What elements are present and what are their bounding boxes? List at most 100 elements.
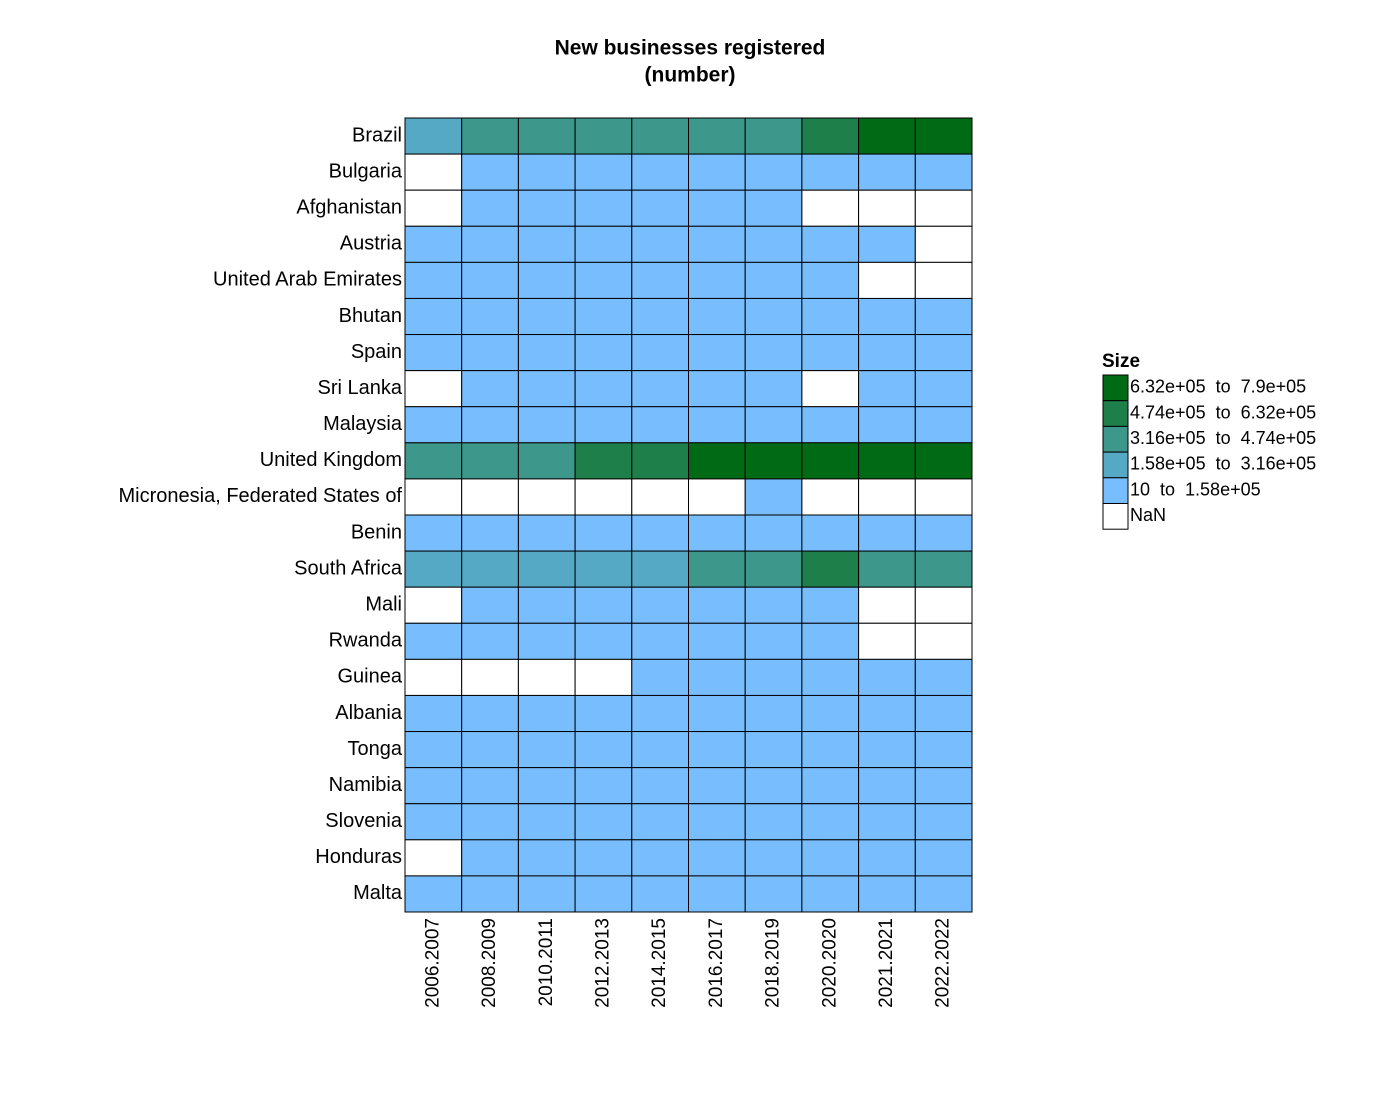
cell — [461, 839, 519, 877]
cell — [801, 803, 860, 841]
cell — [404, 694, 463, 733]
cell — [461, 261, 519, 299]
cell — [574, 803, 633, 841]
cell — [688, 442, 746, 480]
cell — [744, 189, 803, 227]
row-label: Rwanda — [329, 630, 403, 652]
cell — [461, 694, 519, 733]
cell — [461, 803, 519, 841]
nan-cell — [631, 478, 689, 516]
cell — [631, 297, 689, 336]
cell — [404, 261, 463, 299]
cell — [858, 694, 916, 733]
nan-cell — [688, 478, 746, 516]
cell — [574, 117, 633, 155]
row-label: Afghanistan — [296, 197, 402, 219]
x-tick-label: 2010.2011 — [536, 918, 557, 1006]
legend-swatch — [1102, 425, 1129, 453]
cell — [517, 297, 576, 336]
cell — [801, 622, 860, 660]
x-tick-label: 2016.2017 — [706, 918, 727, 1008]
cell — [688, 117, 746, 155]
cell — [914, 514, 973, 552]
chart-title: New businesses registered — [555, 37, 826, 60]
nan-cell — [801, 189, 860, 227]
cell — [461, 442, 519, 480]
cell — [461, 514, 519, 552]
cell — [858, 370, 916, 408]
cell — [517, 514, 576, 552]
cell — [914, 297, 973, 336]
cell — [801, 875, 860, 913]
nan-cell — [404, 586, 463, 624]
nan-cell — [914, 586, 973, 624]
cell — [858, 406, 916, 444]
cell — [574, 225, 633, 263]
cell — [631, 550, 689, 588]
cell — [688, 731, 746, 769]
x-tick-label: 2022.2022 — [933, 918, 954, 1008]
cell — [914, 550, 973, 588]
cell — [404, 731, 463, 769]
cell — [858, 442, 916, 480]
cell — [404, 875, 463, 913]
cell — [801, 731, 860, 769]
x-tick-label: 2021.2021 — [876, 918, 897, 1008]
cell — [744, 514, 803, 552]
cell — [574, 153, 633, 191]
cell — [574, 767, 633, 805]
nan-cell — [914, 622, 973, 660]
cell — [517, 153, 576, 191]
cell — [801, 117, 860, 155]
cell — [517, 370, 576, 408]
x-tick-label: 2020.2020 — [819, 918, 840, 1008]
cell — [801, 442, 860, 480]
cell — [914, 875, 973, 913]
nan-cell — [404, 370, 463, 408]
cell — [574, 370, 633, 408]
cell — [744, 153, 803, 191]
cell — [744, 261, 803, 299]
row-label: Bhutan — [339, 305, 402, 327]
cell — [404, 117, 463, 155]
cell — [517, 334, 576, 372]
legend-label: 6.32e+05 to 7.9e+05 — [1130, 377, 1306, 397]
row-label: Honduras — [315, 846, 402, 868]
legend-swatch — [1102, 451, 1129, 479]
row-label: Micronesia, Federated States of — [119, 485, 403, 507]
nan-cell — [404, 658, 463, 696]
cell — [801, 261, 860, 299]
cell — [404, 622, 463, 660]
nan-cell — [574, 658, 633, 696]
cell — [574, 334, 633, 372]
cell — [744, 225, 803, 263]
cell — [858, 334, 916, 372]
cell — [461, 370, 519, 408]
cell — [688, 225, 746, 263]
cell — [631, 442, 689, 480]
row-label: Spain — [351, 341, 402, 363]
cell — [574, 731, 633, 769]
cell — [404, 514, 463, 552]
cell — [404, 225, 463, 263]
cell — [914, 803, 973, 841]
row-label: Bulgaria — [329, 160, 403, 182]
cell — [744, 767, 803, 805]
cell — [914, 767, 973, 805]
cell — [688, 189, 746, 227]
row-label: Benin — [351, 521, 402, 543]
cell — [631, 731, 689, 769]
chart-subtitle: (number) — [645, 64, 736, 87]
cell — [517, 261, 576, 299]
cell — [631, 189, 689, 227]
cell — [688, 839, 746, 877]
row-label: Malta — [353, 882, 403, 904]
nan-cell — [914, 478, 973, 516]
cell — [517, 839, 576, 877]
cell — [517, 586, 576, 624]
cell — [517, 767, 576, 805]
nan-cell — [858, 478, 916, 516]
cell — [404, 442, 463, 480]
cell — [688, 334, 746, 372]
